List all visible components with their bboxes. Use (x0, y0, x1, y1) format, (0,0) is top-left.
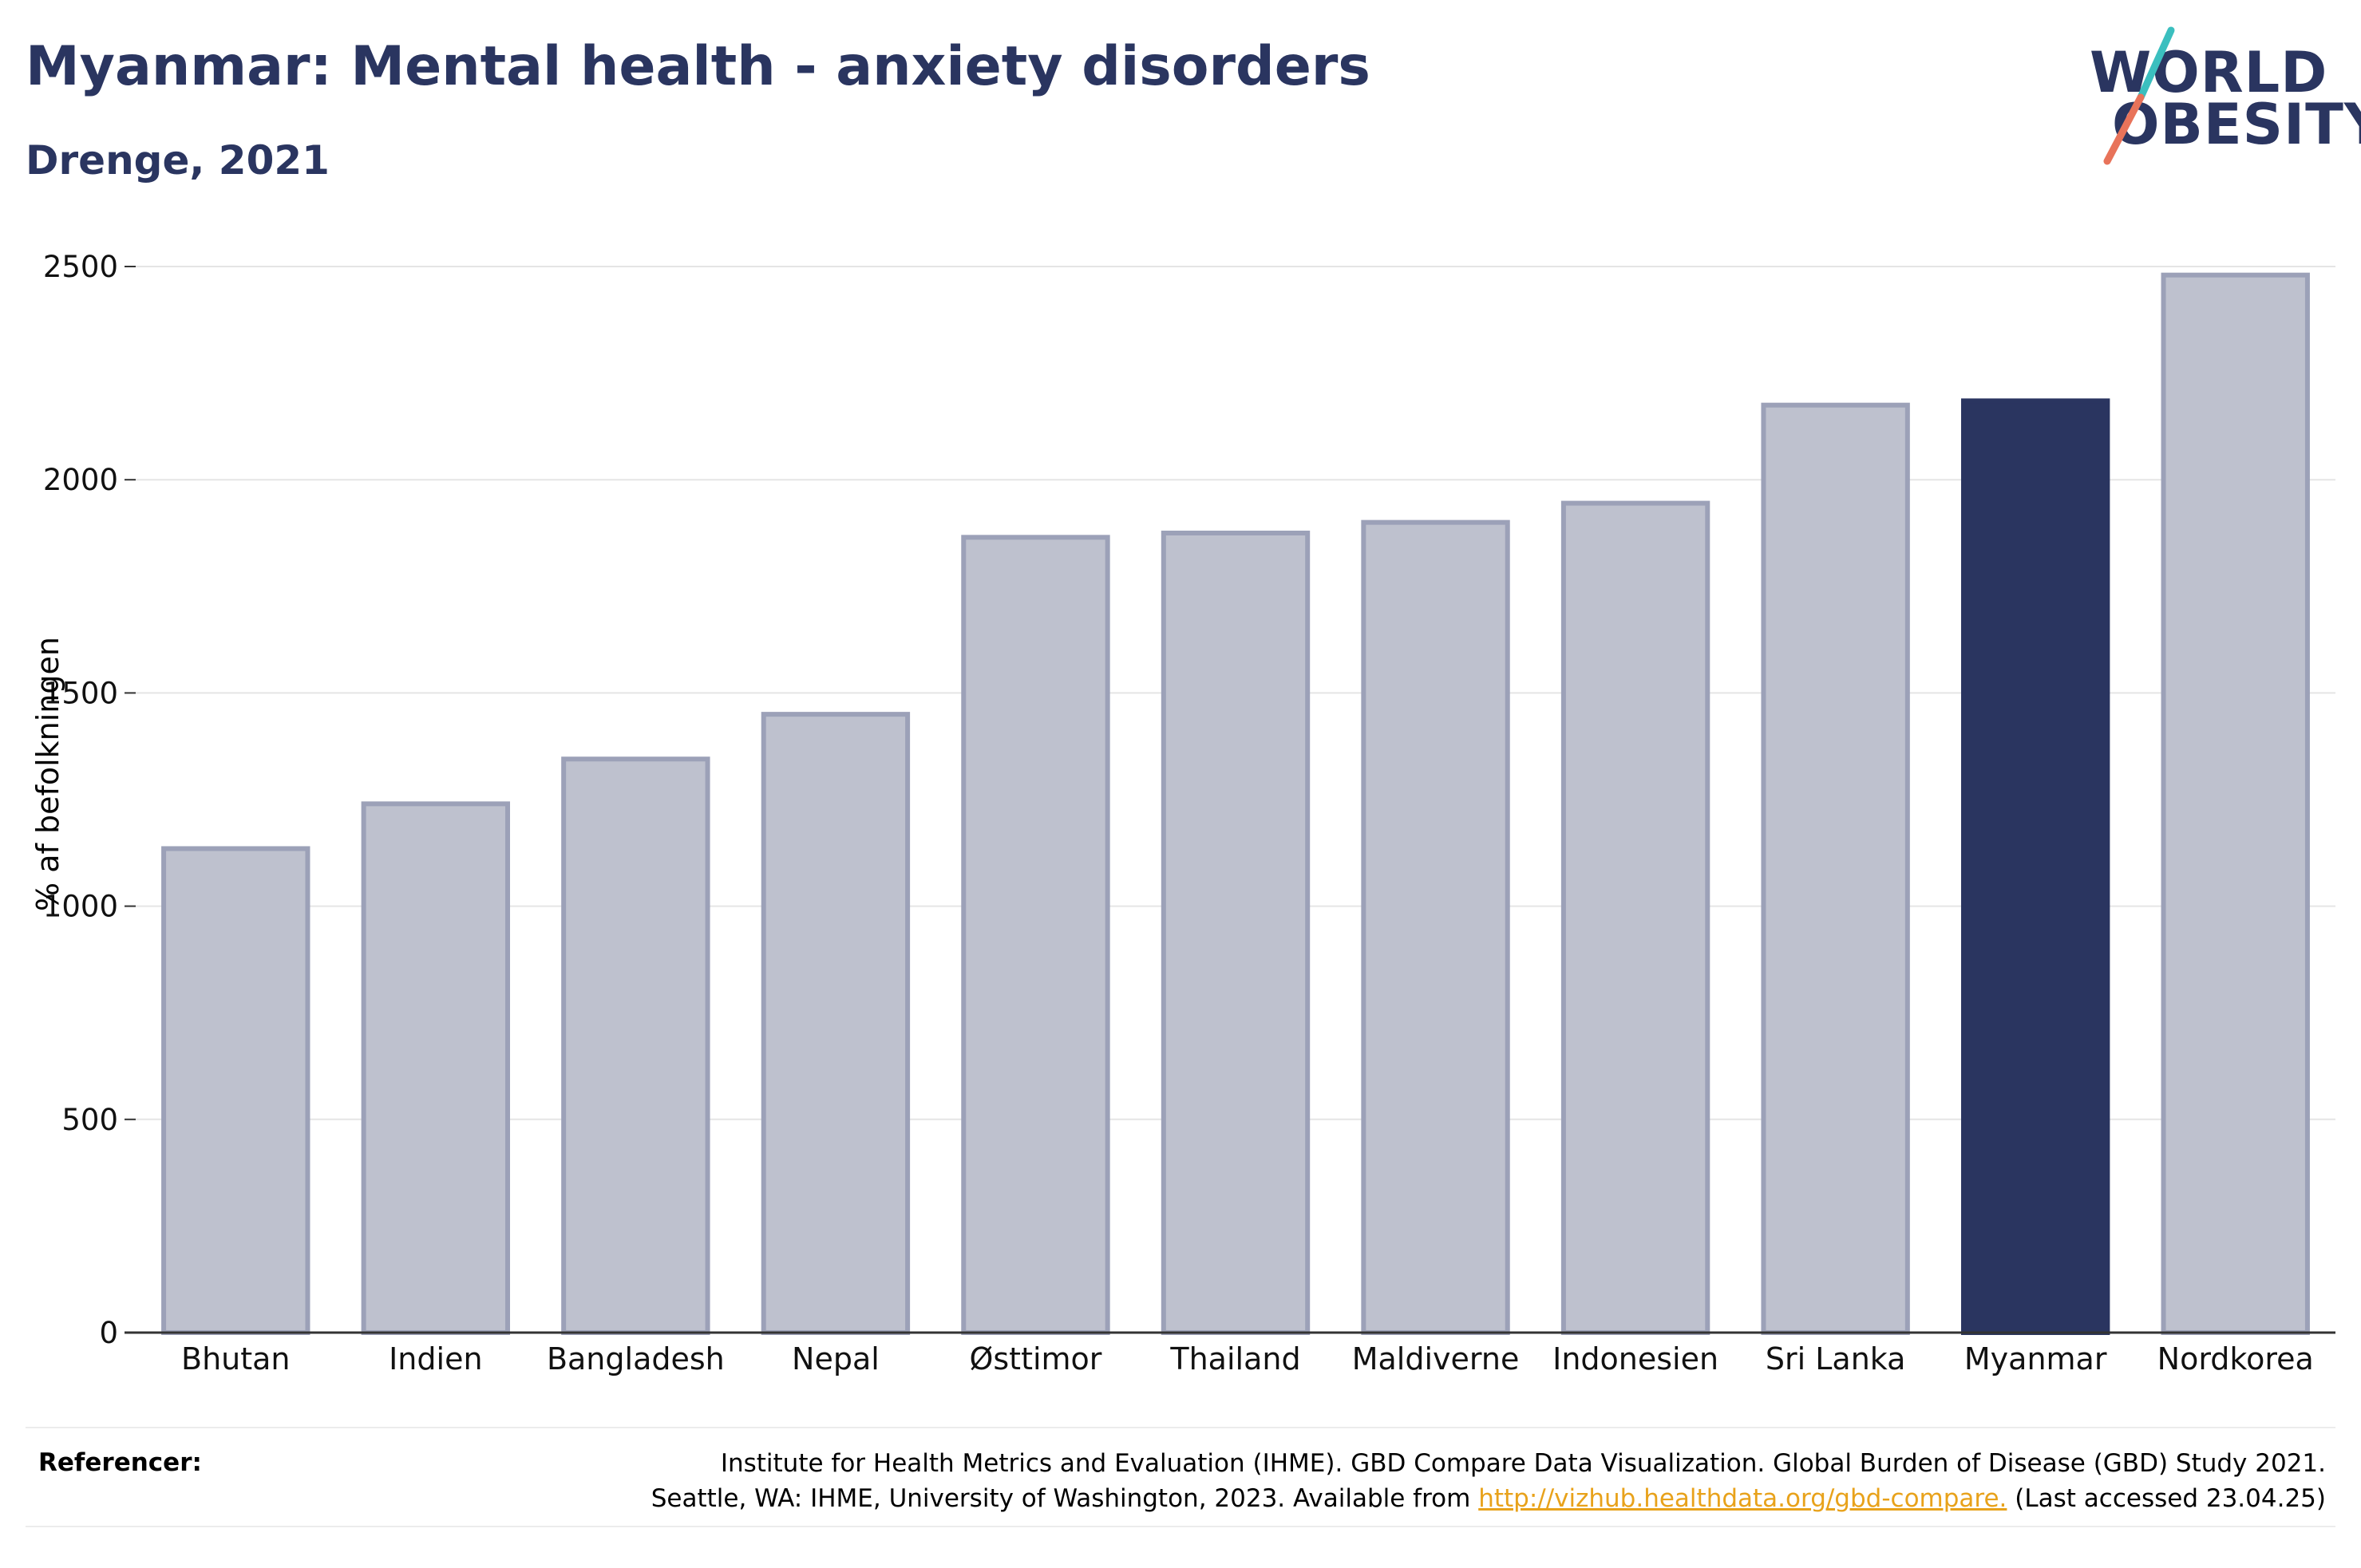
x-tick-label: Indonesien (1552, 1341, 1718, 1376)
bar-indonesien (1560, 500, 1710, 1335)
bars (161, 272, 2310, 1336)
x-tick-label: Maldiverne (1352, 1341, 1520, 1376)
x-tick-label: Sri Lanka (1766, 1341, 1906, 1376)
x-tick-label: Bangladesh (547, 1341, 725, 1376)
y-tick-label: 2500 (43, 250, 118, 284)
x-tick-label: Bhutan (181, 1341, 291, 1376)
world-obesity-logo: WORLD OBESITY (2075, 24, 2361, 168)
bar-indien (361, 801, 511, 1335)
bar-thailand (1161, 531, 1311, 1335)
chart-title: Myanmar: Mental health - anxiety disorde… (26, 35, 1370, 98)
y-tick-label: 2000 (43, 463, 118, 497)
axis-ticks: 0 500 1000 1500 2000 2500 Bhutan Indien Banglade… (43, 250, 2335, 1376)
references-label: Referencer: (38, 1448, 202, 1477)
logo-text-world: WORLD (2090, 40, 2328, 105)
divider-top (26, 1427, 2335, 1428)
references-text: Institute for Health Metrics and Evaluat… (651, 1446, 2326, 1516)
y-tick-label: 500 (61, 1103, 118, 1137)
bar-bhutan (161, 846, 310, 1336)
bar-nordkorea (2161, 272, 2310, 1335)
bar-bangladesh (561, 756, 710, 1335)
bar-maldiverne (1361, 519, 1510, 1335)
bar-myanmar (1960, 398, 2110, 1335)
y-tick-label: 0 (99, 1316, 118, 1350)
logo-slash-icon (2103, 26, 2175, 165)
bar-sri-lanka (1761, 402, 1910, 1335)
bar-chart: 0 500 1000 1500 2000 2500 Bhutan Indien Banglade… (43, 250, 2335, 1376)
y-axis-label: % af befolkningen (30, 637, 65, 911)
y-tick-label: 1000 (43, 890, 118, 924)
reference-link[interactable]: http://vizhub.healthdata.org/gbd-compare… (1478, 1484, 2007, 1513)
y-tick-label: 1500 (43, 676, 118, 710)
x-tick-label: Indien (389, 1341, 482, 1376)
logo-text-obesity: OBESITY (2112, 92, 2361, 157)
x-tick-label: Myanmar (1964, 1341, 2107, 1376)
reference-line-2-prefix: Seattle, WA: IHME, University of Washing… (651, 1484, 1479, 1513)
x-tick-label: Østtimor (969, 1341, 1101, 1376)
chart-subtitle: Drenge, 2021 (26, 137, 330, 184)
x-tick-label: Nepal (792, 1341, 880, 1376)
reference-line-1: Institute for Health Metrics and Evaluat… (720, 1449, 2326, 1478)
x-tick-label: Thailand (1169, 1341, 1300, 1376)
divider-bottom (26, 1526, 2335, 1527)
bar-nepal (761, 712, 911, 1335)
reference-line-2: Seattle, WA: IHME, University of Washing… (651, 1481, 2326, 1516)
reference-line-2-suffix: (Last accessed 23.04.25) (2007, 1484, 2326, 1513)
x-tick-label: Nordkorea (2157, 1341, 2314, 1376)
bar-østtimor (961, 535, 1110, 1335)
